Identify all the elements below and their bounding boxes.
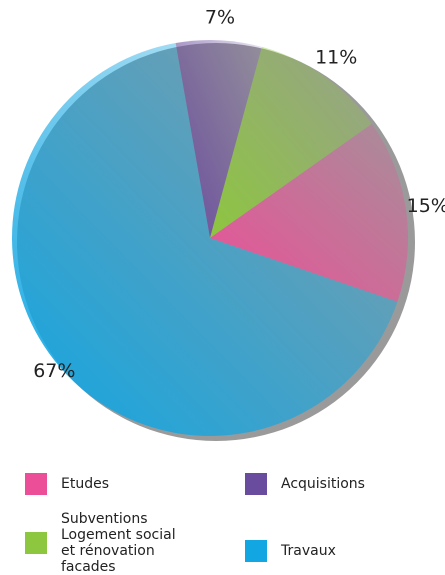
pie-slice [175, 40, 262, 238]
legend-label: Subventions Logement social et rénovatio… [61, 511, 176, 575]
pie-slice [210, 46, 372, 239]
pie-slice [210, 123, 408, 302]
legend-item: Travaux [245, 540, 413, 562]
data-label: 7% [205, 7, 235, 29]
data-label: 67% [33, 360, 75, 382]
data-label: 15% [407, 195, 445, 217]
legend-label: Acquisitions [281, 476, 365, 492]
legend-label: Etudes [61, 476, 110, 492]
legend-item: Etudes [25, 473, 193, 495]
legend-item: Acquisitions [245, 473, 413, 495]
legend-swatch [25, 473, 47, 495]
legend-item: Subventions Logement social et rénovatio… [25, 511, 193, 575]
chart: 7% 11% 15% 67% [11, 7, 445, 441]
legend-swatch [245, 473, 267, 495]
pie-slice [11, 43, 398, 437]
legend-swatch [245, 540, 267, 562]
data-label: 11% [315, 46, 357, 68]
legend-swatch [25, 532, 47, 554]
legend-label: Travaux [281, 543, 336, 559]
